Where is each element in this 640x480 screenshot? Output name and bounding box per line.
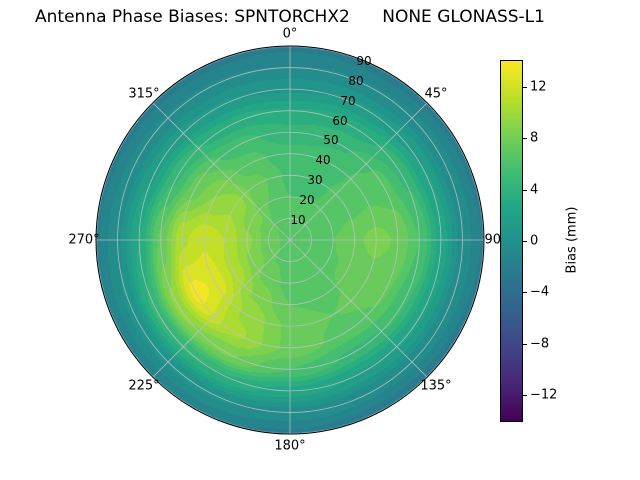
- colorbar-axis-label: Bias (mm): [564, 206, 580, 274]
- azimuth-label-270deg: 270°: [68, 232, 100, 248]
- radial-label-30: 30: [307, 173, 323, 187]
- radial-label-20: 20: [299, 193, 315, 207]
- colorbar-tick-label: 0: [530, 233, 539, 249]
- azimuth-label-135deg: 135°: [420, 378, 452, 394]
- azimuth-label-0deg: 0°: [282, 26, 298, 42]
- colorbar-tick: [523, 292, 527, 293]
- azimuth-label-225deg: 225°: [128, 378, 160, 394]
- colorbar-tick: [523, 241, 527, 242]
- colorbar-tick: [523, 190, 527, 191]
- colorbar-tick-label: −4: [530, 284, 550, 300]
- radial-label-60: 60: [332, 114, 348, 128]
- radial-label-10: 10: [290, 213, 306, 227]
- azimuth-label-180deg: 180°: [274, 438, 306, 454]
- colorbar-tick-label: 4: [530, 182, 539, 198]
- radial-label-80: 80: [348, 74, 364, 88]
- radial-label-90: 90: [356, 54, 372, 68]
- radial-label-70: 70: [340, 94, 356, 108]
- radial-label-50: 50: [323, 133, 339, 147]
- colorbar-tick-label: −12: [530, 387, 558, 403]
- colorbar-tick-label: 12: [530, 79, 547, 95]
- colorbar-tick-label: 8: [530, 130, 539, 146]
- polar-grid: [95, 45, 485, 435]
- colorbar: [500, 60, 523, 422]
- chart-title: Antenna Phase Biases: SPNTORCHX2 NONE GL…: [35, 7, 545, 27]
- colorbar-tick-label: −8: [530, 336, 550, 352]
- colorbar-tick: [523, 138, 527, 139]
- colorbar-tick: [523, 344, 527, 345]
- azimuth-label-315deg: 315°: [128, 86, 160, 102]
- colorbar-tick: [523, 87, 527, 88]
- colorbar-tick: [523, 395, 527, 396]
- azimuth-label-45deg: 45°: [424, 86, 448, 102]
- radial-label-40: 40: [315, 153, 331, 167]
